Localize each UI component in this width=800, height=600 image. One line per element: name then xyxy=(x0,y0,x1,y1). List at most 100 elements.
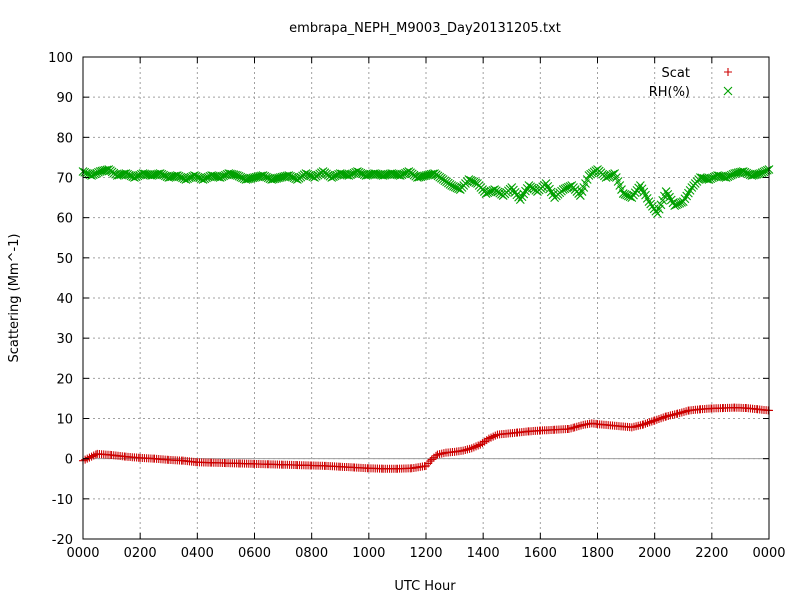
rh-point-stroke xyxy=(702,174,712,184)
rh-point xyxy=(658,196,668,205)
y-tick-label: 90 xyxy=(56,91,73,106)
x-tick-label: 0000 xyxy=(66,546,99,561)
rh-point xyxy=(402,167,412,177)
rh-point xyxy=(543,181,553,191)
rh-point xyxy=(762,165,772,175)
y-tick-label: -10 xyxy=(52,493,73,508)
rh-point-stroke xyxy=(720,172,729,182)
x-tick-label: 0800 xyxy=(295,546,328,561)
rh-point xyxy=(272,173,282,183)
rh-point xyxy=(277,172,287,182)
rh-point-stroke xyxy=(268,174,278,184)
rh-point xyxy=(253,172,263,182)
rh-point xyxy=(256,171,266,181)
rh-point xyxy=(419,171,429,181)
rh-point-stroke xyxy=(253,172,263,182)
rh-point-stroke xyxy=(150,170,160,180)
rh-point xyxy=(696,173,705,182)
rh-point xyxy=(517,192,527,202)
rh-point xyxy=(702,174,712,184)
rh-point-stroke xyxy=(419,171,429,181)
rh-point xyxy=(665,192,674,202)
rh-point xyxy=(423,170,433,180)
legend: Scat RH(%) xyxy=(649,66,733,100)
legend-label-scat: Scat xyxy=(662,66,690,81)
rh-point xyxy=(416,172,426,182)
rh-point-stroke xyxy=(248,173,258,183)
rh-point xyxy=(167,172,177,182)
rh-point xyxy=(752,169,762,179)
y-tick-label: 60 xyxy=(56,212,73,227)
rh-point-stroke xyxy=(696,173,705,182)
rh-point xyxy=(224,169,234,178)
rh-point xyxy=(699,173,709,183)
rh-point-stroke xyxy=(713,171,722,180)
rh-point xyxy=(654,204,664,214)
rh-point xyxy=(378,171,388,180)
rh-point xyxy=(274,173,283,183)
rh-point-stroke xyxy=(214,172,223,182)
rh-point-stroke xyxy=(148,170,158,180)
rh-point-stroke xyxy=(658,196,668,205)
rh-point-stroke xyxy=(116,170,126,180)
rh-point xyxy=(282,171,292,181)
rh-point-stroke xyxy=(241,175,251,184)
rh-point xyxy=(248,173,258,183)
rh-point-stroke xyxy=(244,174,254,184)
rh-point xyxy=(546,187,556,197)
rh-point xyxy=(335,169,345,178)
y-tick-label: 100 xyxy=(48,51,73,66)
rh-point-stroke xyxy=(762,165,772,175)
rh-point xyxy=(207,171,217,180)
rh-point-stroke xyxy=(250,173,259,182)
rh-point xyxy=(421,171,431,180)
rh-point-stroke xyxy=(371,169,381,179)
legend-marker-rh xyxy=(723,86,733,96)
rh-point-stroke xyxy=(546,187,556,197)
rh-point xyxy=(99,166,108,176)
rh-point xyxy=(749,170,758,180)
rh-point-stroke xyxy=(308,172,318,182)
rh-point-stroke xyxy=(138,169,148,178)
x-tick-label: 1600 xyxy=(524,546,557,561)
rh-point xyxy=(102,165,112,175)
y-tick-label: 30 xyxy=(56,332,73,347)
rh-point-stroke xyxy=(665,192,674,202)
rh-point xyxy=(342,170,352,180)
rh-point xyxy=(140,169,150,179)
rh-point-stroke xyxy=(716,171,726,181)
y-tick-label: -20 xyxy=(52,533,73,548)
rh-point xyxy=(716,171,726,181)
rh-point xyxy=(663,189,673,199)
rh-point xyxy=(684,188,693,198)
rh-point-stroke xyxy=(428,169,438,179)
rh-point-stroke xyxy=(361,171,371,180)
x-tick-label: 1800 xyxy=(581,546,614,561)
legend-label-rh: RH(%) xyxy=(649,85,690,100)
y-tick-label: 40 xyxy=(56,292,73,307)
rh-point xyxy=(390,169,400,179)
rh-point-stroke xyxy=(335,169,345,178)
rh-point-stroke xyxy=(416,172,426,182)
rh-point xyxy=(428,169,438,179)
rh-point-stroke xyxy=(663,189,673,199)
y-tick-label: 20 xyxy=(56,372,73,387)
rh-point-stroke xyxy=(425,170,434,180)
rh-point-stroke xyxy=(380,170,390,180)
rh-point-stroke xyxy=(684,188,693,198)
rh-point-stroke xyxy=(737,167,746,177)
rh-point-stroke xyxy=(102,165,112,175)
scat-point-stroke xyxy=(426,457,435,466)
rh-point xyxy=(241,175,251,184)
rh-point-stroke xyxy=(387,169,397,178)
rh-point xyxy=(275,173,285,182)
rh-point xyxy=(413,173,422,182)
legend-marker-rh-glyph xyxy=(723,86,733,96)
rh-point-stroke xyxy=(697,173,707,183)
rh-point-stroke xyxy=(699,173,709,183)
rh-point-stroke xyxy=(339,169,349,179)
rh-point xyxy=(154,169,163,179)
rh-point-stroke xyxy=(402,167,412,177)
x-tick-label: 0600 xyxy=(238,546,271,561)
